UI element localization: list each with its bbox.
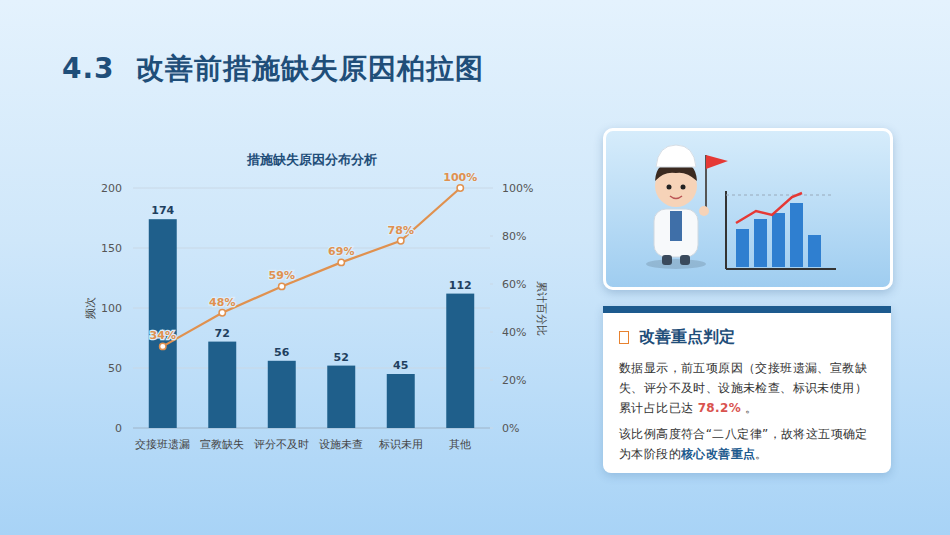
x-tick-label: 宣教缺失 (200, 438, 244, 451)
bar-label: 174 (151, 204, 174, 217)
bar (268, 361, 296, 428)
text-card: 改善重点判定 数据显示，前五项原因（交接班遗漏、宣教缺失、评分不及时、设施未检查… (603, 306, 891, 473)
cumulative-line (163, 188, 461, 346)
y2-tick (490, 188, 493, 189)
y2-tick (490, 332, 493, 333)
y2-tick (490, 428, 493, 429)
deco (736, 229, 749, 267)
y2-tick-label: 0% (502, 422, 519, 435)
deco (656, 145, 696, 167)
line-label: 48% (209, 296, 235, 309)
card-paragraph: 该比例高度符合“二八定律”，故将这五项确定为本阶段的核心改善重点。 (619, 424, 875, 464)
x-tick-label: 设施未查 (319, 438, 363, 451)
card-text: 。 (755, 447, 767, 461)
deco (706, 155, 728, 169)
deco (790, 203, 803, 267)
bar-label: 56 (274, 346, 290, 359)
bar (149, 219, 177, 428)
y2-tick-label: 100% (502, 182, 533, 195)
y-tick-label: 50 (108, 362, 122, 375)
line-label: 100% (443, 171, 477, 184)
deco (808, 235, 821, 267)
bar-label: 52 (334, 351, 349, 364)
y2-axis-title: 累计百分比 (535, 281, 548, 336)
card-heading-text: 改善重点判定 (639, 327, 735, 348)
deco (726, 195, 831, 196)
deco (670, 211, 682, 241)
line-marker (398, 238, 404, 244)
illustration-art (606, 131, 890, 287)
deco (680, 255, 690, 265)
bar (327, 366, 355, 428)
x-tick-label: 评分不及时 (254, 438, 309, 451)
deco (654, 209, 698, 257)
bar-label: 45 (393, 359, 408, 372)
deco (681, 185, 686, 190)
deco (670, 196, 682, 199)
y2-tick (490, 236, 493, 237)
y-tick-label: 200 (101, 182, 122, 195)
card-text: 。 (741, 401, 758, 415)
y-tick-label: 0 (115, 422, 122, 435)
y2-tick-label: 80% (502, 230, 526, 243)
line-marker (160, 343, 166, 349)
grid-line (133, 248, 490, 249)
card-icon (619, 331, 629, 344)
deco (662, 255, 672, 265)
line-label: 59% (269, 269, 295, 282)
y2-tick-label: 20% (502, 374, 526, 387)
illustration (603, 128, 893, 290)
card-heading: 改善重点判定 (619, 327, 875, 348)
grid-line (133, 308, 490, 309)
slide-title: 4.3 改善前措施缺失原因柏拉图 (62, 50, 484, 88)
deco (699, 206, 709, 216)
x-tick-label: 标识未用 (378, 438, 423, 451)
card-highlight: 78.2% (698, 401, 742, 415)
line-label: 34% (150, 329, 176, 342)
line-label: 78% (388, 224, 414, 237)
line-label: 69% (328, 245, 354, 258)
grid-line (133, 368, 490, 369)
deco (736, 193, 802, 223)
y-tick-label: 150 (101, 242, 122, 255)
bar-label: 112 (449, 279, 472, 292)
grid-line (133, 188, 490, 189)
x-tick-label: 交接班遗漏 (135, 438, 190, 451)
bar-label: 72 (215, 327, 230, 340)
line-marker (457, 185, 463, 191)
line-marker (338, 259, 344, 265)
deco (772, 213, 785, 267)
bar (446, 294, 474, 428)
y-tick-label: 100 (101, 302, 122, 315)
deco (725, 191, 727, 269)
deco (726, 268, 836, 270)
y-axis-title: 频次 (84, 297, 97, 319)
bar (387, 374, 415, 428)
card-highlight: 核心改善重点 (681, 447, 755, 461)
line-marker (279, 283, 285, 289)
x-tick-label: 其他 (449, 438, 471, 451)
chart-title: 措施缺失原因分布分析 (246, 152, 377, 167)
plot-area (149, 185, 474, 428)
grid-line (133, 428, 490, 429)
card-body: 数据显示，前五项原因（交接班遗漏、宣教缺失、评分不及时、设施未检查、标识未使用）… (619, 358, 875, 464)
y2-tick-label: 40% (502, 326, 526, 339)
bar (208, 342, 236, 428)
deco (667, 185, 672, 190)
y2-tick (490, 380, 493, 381)
card-paragraph: 数据显示，前五项原因（交接班遗漏、宣教缺失、评分不及时、设施未检查、标识未使用）… (619, 358, 875, 418)
deco (646, 259, 706, 269)
y2-tick-label: 60% (502, 278, 526, 291)
deco (754, 219, 767, 267)
data-labels: 174 72 56 52 45 112 34% 48% 59% 69% 78% 100% (150, 171, 478, 372)
y2-tick (490, 284, 493, 285)
line-marker (219, 310, 225, 316)
